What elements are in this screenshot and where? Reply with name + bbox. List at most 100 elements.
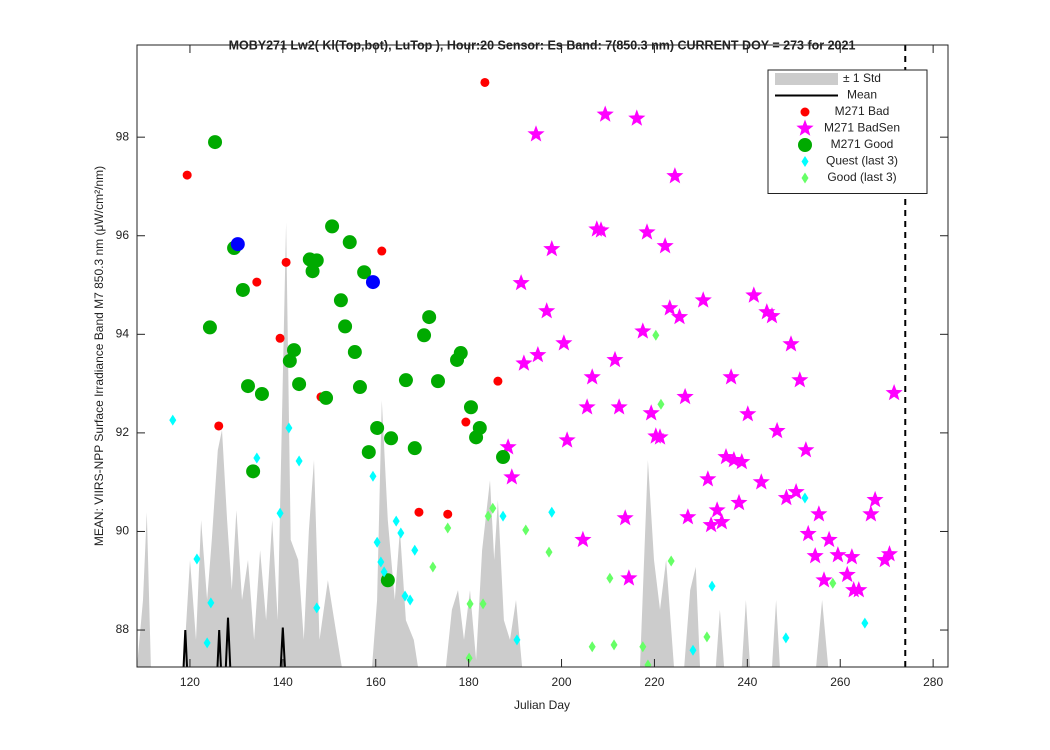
good-point — [422, 310, 437, 325]
x-tick-label: 240 — [737, 675, 757, 689]
good-point — [453, 346, 468, 361]
star-point — [745, 286, 763, 303]
star-point — [596, 105, 614, 122]
diamond-point — [285, 422, 293, 434]
diamond-point — [801, 172, 809, 184]
good-point — [365, 275, 380, 290]
star-point — [642, 404, 660, 421]
chart-title: MOBY271 Lw2( Kl(Top,bot), LuTop ), Hour:… — [229, 38, 856, 52]
star-point — [722, 368, 740, 385]
x-tick-label: 220 — [644, 675, 664, 689]
bad-point — [414, 507, 424, 517]
good-point — [246, 464, 261, 479]
star-point — [820, 530, 838, 548]
x-axis-label: Julian Day — [514, 698, 570, 712]
star-point — [503, 468, 521, 485]
good-point — [370, 420, 385, 435]
y-tick-label: 96 — [116, 228, 130, 242]
mean-line — [182, 617, 286, 667]
good-point — [309, 253, 324, 268]
diamond-point — [522, 524, 530, 536]
bad-point — [377, 246, 387, 256]
legend-label: M271 Good — [831, 137, 894, 151]
good-point — [241, 379, 256, 394]
star-point — [592, 221, 610, 238]
diamond-point — [610, 639, 618, 651]
legend: ± 1 Std Mean M271 Bad M271 BadSen M271 Good Q… — [767, 69, 928, 194]
good-point — [319, 390, 334, 405]
diamond-point — [313, 602, 321, 614]
good-point — [254, 386, 269, 401]
diamond-point — [444, 522, 452, 534]
star-point — [606, 350, 624, 368]
diamond-point — [465, 652, 473, 664]
good-point — [798, 138, 812, 152]
diamond-point — [861, 617, 869, 629]
axes-frame — [136, 44, 949, 668]
good-point — [235, 282, 250, 297]
star-point — [708, 501, 726, 518]
bad-point — [443, 509, 453, 519]
star-point — [638, 223, 656, 240]
diamond-point — [397, 527, 405, 539]
diamond-point — [169, 414, 177, 426]
diamond-point — [667, 555, 675, 567]
diamond-point — [644, 659, 652, 667]
diamond-point — [392, 515, 400, 527]
star-point — [651, 428, 669, 445]
legend-label: M271 BadSen — [824, 121, 900, 135]
star-point — [543, 240, 561, 257]
x-tick-label: 260 — [830, 675, 850, 689]
good-point — [496, 450, 511, 465]
legend-label: ± 1 Std — [843, 71, 881, 85]
legend-label: Good (last 3) — [827, 170, 896, 184]
star-point — [845, 581, 863, 598]
good-point — [398, 373, 413, 388]
star-point — [876, 551, 894, 568]
legend-swatch — [775, 73, 838, 85]
star-point — [512, 274, 530, 291]
good-point — [417, 328, 432, 343]
x-tick-label: 140 — [273, 675, 293, 689]
star-point — [699, 470, 717, 487]
good-point — [208, 135, 223, 150]
star-point — [866, 490, 884, 508]
good-point — [472, 420, 487, 435]
star-point — [583, 368, 601, 385]
bad-point — [281, 257, 291, 267]
x-tick-label: 280 — [923, 675, 943, 689]
good-point — [202, 320, 217, 335]
star-point — [620, 569, 638, 586]
star-point — [768, 421, 786, 439]
plot-area — [137, 45, 907, 667]
star-point — [730, 493, 748, 511]
star-point — [758, 303, 776, 320]
y-tick-label: 94 — [116, 326, 130, 340]
star-point — [634, 322, 652, 339]
y-tick-label: 98 — [116, 129, 130, 143]
diamond-point — [548, 506, 556, 518]
diamond-point — [499, 510, 507, 522]
diamond-point — [193, 553, 201, 565]
star-point — [671, 308, 689, 325]
x-tick-label: 160 — [366, 675, 386, 689]
std-area — [137, 222, 829, 667]
star-point — [829, 546, 847, 563]
x-tick-label: 180 — [459, 675, 479, 689]
diamond-point — [652, 329, 660, 341]
star-point — [815, 571, 833, 588]
good-point — [361, 445, 376, 460]
bad-point — [493, 376, 503, 386]
star-point — [862, 505, 880, 522]
good-point — [342, 235, 357, 250]
bad-point — [800, 107, 810, 117]
star-point — [777, 488, 795, 506]
diamond-point — [588, 641, 596, 653]
star-point — [782, 335, 800, 352]
star-point — [676, 387, 694, 405]
star-point — [656, 237, 674, 254]
good-point — [292, 377, 307, 392]
diamond-point — [411, 544, 419, 556]
good-point — [407, 441, 422, 456]
diamond-point — [489, 502, 497, 514]
